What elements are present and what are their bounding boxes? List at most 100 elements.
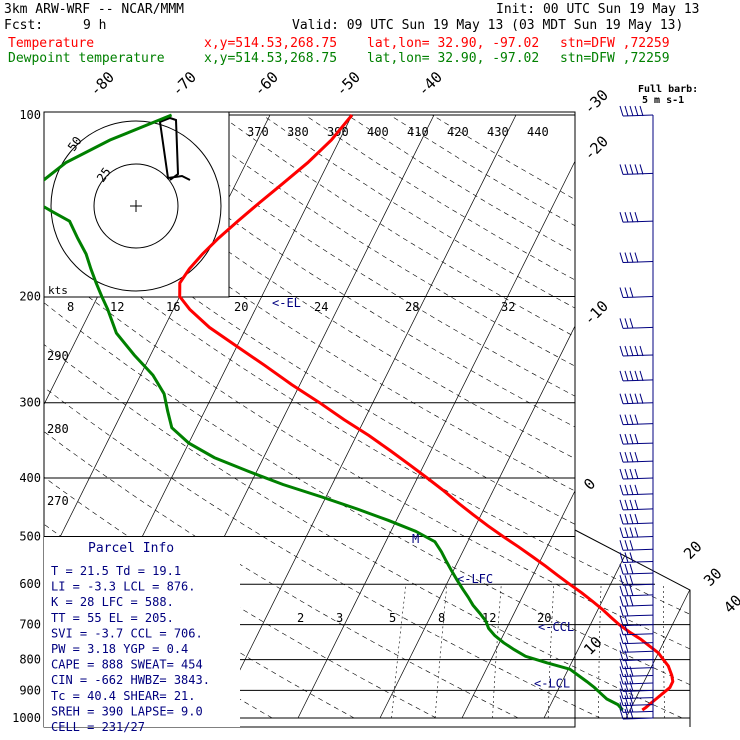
wind-barb-flag (624, 688, 629, 699)
pressure-tick-100: 100 (19, 108, 41, 122)
hodograph-unit: kts (48, 284, 68, 297)
wind-barb-flag (629, 164, 634, 175)
parcel-info-background (44, 537, 240, 727)
wind-barb-flag (629, 575, 634, 586)
wind-barb-flag (629, 393, 634, 404)
wind-barb-flag (619, 370, 624, 382)
wind-barb-flag (619, 666, 624, 677)
pressure-tick-300: 300 (19, 396, 41, 410)
wind-barb-flag (619, 596, 624, 607)
mixing-ratio-label: 20 (537, 611, 551, 625)
isotherm-line (297, 114, 599, 719)
wind-barb-flag (629, 212, 634, 223)
wind-barb-flag (619, 164, 624, 175)
parcel-info-row: SVI = -3.7 CCL = 706. (51, 626, 203, 640)
wind-barb-flag (619, 681, 624, 692)
wind-barbs: Full barb:5 m s-1 (619, 84, 698, 720)
wind-barb-flag (629, 596, 634, 607)
dry-adiabat (44, 114, 683, 719)
dry-adiabat (44, 114, 690, 719)
hodo-axis-label: 8 (67, 300, 74, 314)
wind-barb-flag (629, 499, 634, 511)
mixing-ratio-label: 8 (438, 611, 445, 625)
dry-adiabat (431, 114, 690, 719)
wind-barb-flag (619, 575, 624, 586)
wind-barb-flag (634, 252, 639, 263)
dewpoint-station: stn=DFW ,72259 (560, 51, 670, 66)
wind-barb-flag (629, 563, 634, 575)
wind-barb-flag (629, 451, 634, 463)
parcel-info-row: TT = 55 EL = 205. (51, 611, 174, 625)
wind-barb-flag (634, 451, 639, 463)
isotherm-label: -40 (414, 68, 446, 100)
forecast-label: Fcst: (4, 18, 44, 33)
wind-barb-flag (624, 615, 629, 626)
hodo-axis-label: 24 (314, 300, 328, 314)
wind-barb-flag (634, 164, 639, 175)
pressure-tick-500: 500 (19, 529, 41, 543)
hodo-axis-label: 12 (110, 300, 124, 314)
sounding-series (44, 113, 675, 712)
temperature-legend: Temperature (8, 36, 95, 51)
wind-barb-flag (624, 451, 629, 463)
wind-barb-flag (639, 105, 644, 117)
wind-barb-flag (619, 287, 624, 298)
wind-barb-flag (619, 702, 624, 713)
wind-barb-flag (629, 527, 634, 538)
wind-barb-flag (619, 393, 624, 404)
isotherm-line (215, 114, 517, 719)
hodograph-ring-label: 50 (65, 134, 85, 154)
dry-adiabat (44, 114, 601, 719)
parcel-info-row: CIN = -662 HWBZ= 3843. (51, 673, 210, 687)
init-time: Init: 00 UTC Sun 19 May 13 (496, 2, 700, 17)
wind-barb-flag (629, 433, 634, 445)
wind-barb-flag (634, 433, 639, 445)
wind-barb-flag (624, 393, 629, 404)
wind-barb-flag (624, 695, 629, 706)
wind-barb-flag (619, 433, 624, 445)
wind-barb-flag (629, 484, 634, 496)
wind-barb-flag (624, 585, 629, 597)
dewpoint-xy: x,y=514.53,268.75 (204, 51, 338, 66)
wind-barb-flag (629, 585, 634, 597)
theta-e-label: 430 (487, 125, 509, 139)
plot-border-extension (574, 529, 691, 727)
temperature-station: stn=DFW ,72259 (560, 36, 670, 51)
wind-barb-flag (629, 702, 634, 713)
wind-barb-flag (619, 318, 624, 329)
level-marker-m: M (412, 532, 419, 546)
dry-adiabat (92, 114, 690, 719)
isotherm-label: -10 (580, 297, 612, 329)
isotherm-label: -80 (86, 68, 118, 100)
wind-barb-flag (624, 468, 629, 480)
wind-barb-flag (624, 164, 629, 175)
dewpoint-legend: Dewpoint temperature (8, 51, 165, 66)
wind-barb-flag (634, 105, 639, 117)
mixing-ratio-line (547, 584, 555, 719)
theta-e-label: 400 (367, 125, 389, 139)
wind-barb-flag (634, 345, 639, 357)
dry-adiabat-label: 270 (47, 494, 69, 508)
wind-barb-flag (619, 414, 624, 425)
wind-header-line2: 5 m s-1 (642, 95, 684, 106)
wind-barb-flag (629, 468, 634, 480)
wind-barb-flag (619, 451, 624, 463)
dry-adiabat (49, 114, 690, 719)
wind-barb-flag (619, 212, 624, 223)
isotherm-line (461, 114, 690, 719)
dewpoint-latlon: lat,lon= 32.90, -97.02 (367, 51, 540, 66)
wind-barb-flag (619, 499, 624, 511)
hodograph-ring-25 (93, 163, 179, 249)
wind-barb-flag (619, 105, 624, 117)
wind-barb-flag (629, 414, 634, 425)
valid-time: Valid: 09 UTC Sun 19 May 13 (03 MDT Sun … (292, 18, 684, 33)
wind-barb-flag (624, 345, 629, 357)
dry-adiabat (44, 114, 519, 719)
wind-barb-flag (634, 414, 639, 425)
wind-barb-flag (624, 212, 629, 223)
pressure-tick-600: 600 (19, 577, 41, 591)
parcel-info-row: T = 21.5 Td = 19.1 (51, 564, 181, 578)
hodograph-ring-label: 25 (94, 165, 114, 185)
pressure-tick-1000: 1000 (12, 711, 41, 725)
